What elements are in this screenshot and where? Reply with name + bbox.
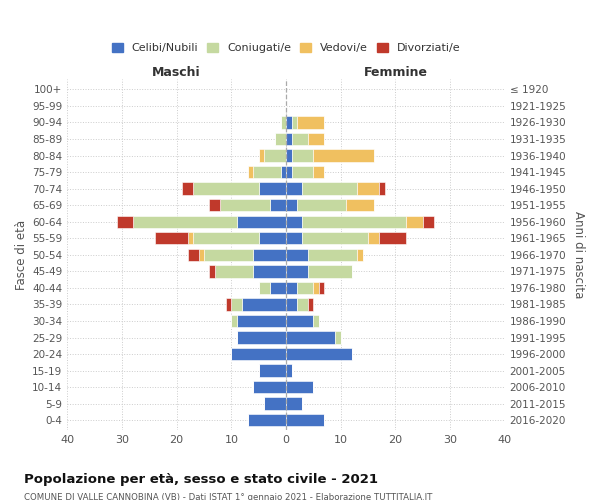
Bar — [259, 282, 269, 294]
Bar — [253, 248, 286, 261]
Bar — [368, 232, 379, 244]
Bar — [292, 150, 313, 162]
Bar — [313, 282, 319, 294]
Bar — [232, 298, 242, 310]
Bar — [237, 332, 286, 344]
Bar — [357, 248, 362, 261]
Bar — [264, 150, 286, 162]
Bar — [133, 216, 237, 228]
Bar — [297, 116, 325, 128]
Bar — [406, 216, 423, 228]
Bar — [292, 166, 313, 178]
Y-axis label: Fasce di età: Fasce di età — [15, 220, 28, 290]
Bar — [286, 282, 297, 294]
Legend: Celibi/Nubili, Coniugati/e, Vedovi/e, Divorziati/e: Celibi/Nubili, Coniugati/e, Vedovi/e, Di… — [109, 40, 464, 56]
Bar — [286, 150, 292, 162]
Bar — [292, 116, 297, 128]
Bar — [253, 381, 286, 394]
Bar — [232, 315, 237, 327]
Bar — [379, 232, 406, 244]
Bar — [269, 199, 286, 211]
Bar — [302, 182, 357, 195]
Bar — [286, 232, 302, 244]
Bar — [193, 232, 259, 244]
Bar — [226, 298, 232, 310]
Bar — [275, 133, 286, 145]
Bar — [286, 364, 292, 377]
Bar — [286, 398, 302, 410]
Bar — [319, 282, 325, 294]
Bar — [286, 199, 297, 211]
Bar — [281, 166, 286, 178]
Bar — [182, 182, 193, 195]
Bar — [237, 216, 286, 228]
Y-axis label: Anni di nascita: Anni di nascita — [572, 211, 585, 298]
Bar — [286, 133, 292, 145]
Bar — [313, 315, 319, 327]
Bar — [204, 248, 253, 261]
Bar — [259, 150, 264, 162]
Bar — [302, 232, 368, 244]
Bar — [308, 298, 313, 310]
Bar — [308, 133, 325, 145]
Bar — [286, 381, 313, 394]
Bar — [269, 282, 286, 294]
Bar — [253, 166, 281, 178]
Bar — [335, 332, 341, 344]
Bar — [379, 182, 385, 195]
Bar — [199, 248, 204, 261]
Bar — [297, 282, 313, 294]
Bar — [308, 248, 357, 261]
Bar — [259, 364, 286, 377]
Bar — [292, 133, 308, 145]
Bar — [286, 414, 325, 426]
Bar — [281, 116, 286, 128]
Bar — [286, 116, 292, 128]
Bar — [248, 414, 286, 426]
Bar — [188, 232, 193, 244]
Bar — [286, 265, 308, 278]
Text: COMUNE DI VALLE CANNOBINA (VB) - Dati ISTAT 1° gennaio 2021 - Elaborazione TUTTI: COMUNE DI VALLE CANNOBINA (VB) - Dati IS… — [24, 492, 433, 500]
Bar — [357, 182, 379, 195]
Bar — [155, 232, 188, 244]
Bar — [313, 150, 374, 162]
Bar — [286, 166, 292, 178]
Bar — [220, 199, 269, 211]
Bar — [302, 216, 406, 228]
Bar — [259, 232, 286, 244]
Bar — [297, 199, 346, 211]
Text: Popolazione per età, sesso e stato civile - 2021: Popolazione per età, sesso e stato civil… — [24, 472, 378, 486]
Bar — [209, 199, 220, 211]
Bar — [248, 166, 253, 178]
Bar — [297, 298, 308, 310]
Bar — [193, 182, 259, 195]
Bar — [286, 216, 302, 228]
Bar — [215, 265, 253, 278]
Bar — [188, 248, 199, 261]
Bar — [116, 216, 133, 228]
Bar — [286, 332, 335, 344]
Bar — [209, 265, 215, 278]
Bar — [286, 315, 313, 327]
Bar — [286, 298, 297, 310]
Bar — [259, 182, 286, 195]
Bar — [286, 182, 302, 195]
Text: Maschi: Maschi — [152, 66, 201, 78]
Bar — [237, 315, 286, 327]
Bar — [313, 166, 325, 178]
Bar — [308, 265, 352, 278]
Bar — [264, 398, 286, 410]
Bar — [253, 265, 286, 278]
Bar — [232, 348, 286, 360]
Bar — [346, 199, 374, 211]
Bar — [242, 298, 286, 310]
Text: Femmine: Femmine — [364, 66, 427, 78]
Bar — [286, 248, 308, 261]
Bar — [423, 216, 434, 228]
Bar — [286, 348, 352, 360]
